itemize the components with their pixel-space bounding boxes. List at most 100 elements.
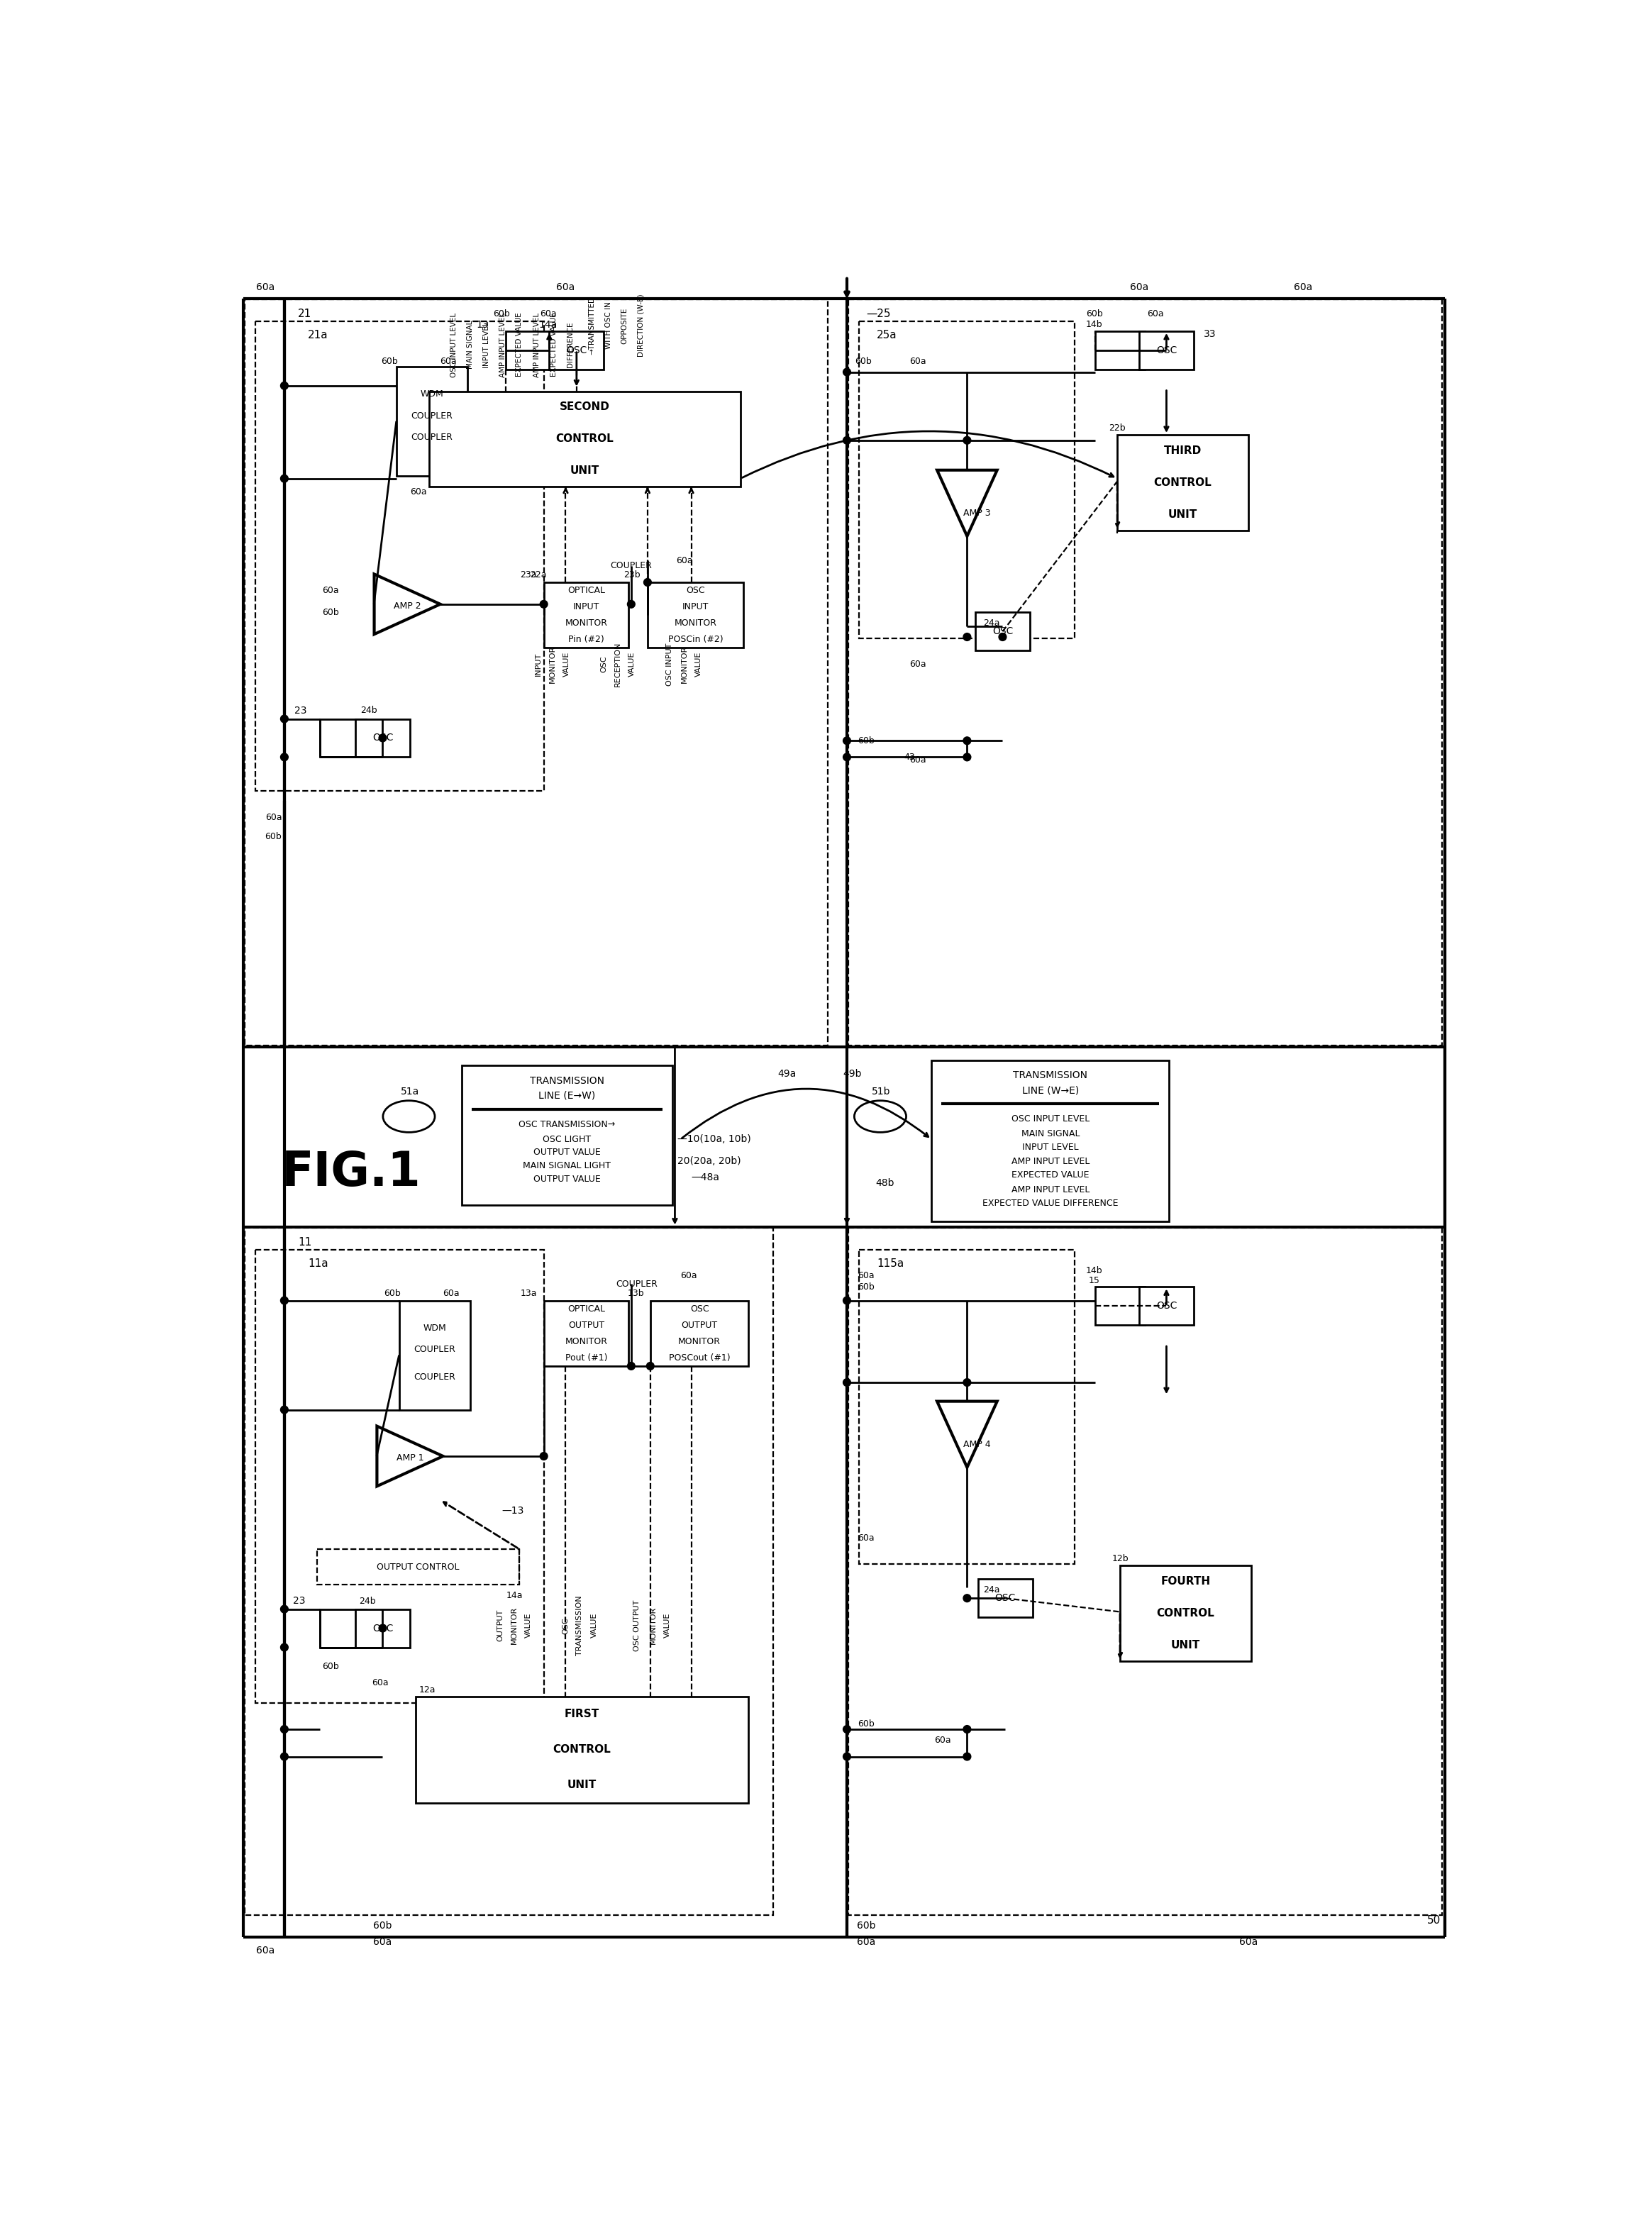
Text: 13b: 13b bbox=[628, 1288, 644, 1299]
Text: 11: 11 bbox=[297, 1237, 312, 1248]
Bar bbox=[548, 332, 605, 370]
Circle shape bbox=[281, 1297, 287, 1303]
Text: VALUE: VALUE bbox=[664, 1613, 671, 1638]
Text: VALUE: VALUE bbox=[629, 651, 636, 677]
Text: 60a: 60a bbox=[540, 310, 557, 319]
Text: —25: —25 bbox=[866, 308, 890, 319]
Bar bbox=[1120, 1565, 1251, 1662]
Text: WDM: WDM bbox=[423, 1323, 446, 1332]
Text: 60a: 60a bbox=[439, 356, 456, 365]
Text: 12a: 12a bbox=[420, 1686, 436, 1695]
Text: COUPLER: COUPLER bbox=[411, 434, 453, 443]
Circle shape bbox=[540, 600, 547, 609]
Text: 60a: 60a bbox=[373, 1936, 392, 1947]
Text: 14b: 14b bbox=[1085, 321, 1104, 330]
Bar bbox=[256, 321, 544, 790]
Text: OUTPUT VALUE: OUTPUT VALUE bbox=[534, 1175, 601, 1184]
Text: EXPECTED VALUE: EXPECTED VALUE bbox=[550, 312, 557, 376]
Text: TRANSMISSION: TRANSMISSION bbox=[530, 1076, 605, 1087]
Text: OSC: OSC bbox=[372, 1624, 393, 1633]
Text: 60a: 60a bbox=[857, 1936, 876, 1947]
Text: FOURTH: FOURTH bbox=[1161, 1576, 1211, 1587]
Text: CONTROL: CONTROL bbox=[555, 434, 615, 445]
Bar bbox=[320, 1609, 367, 1646]
Bar bbox=[415, 1697, 748, 1804]
Text: 23: 23 bbox=[292, 1596, 306, 1607]
Text: 43: 43 bbox=[904, 752, 915, 761]
Text: —13: —13 bbox=[502, 1505, 524, 1516]
Circle shape bbox=[843, 367, 851, 376]
Text: 60b: 60b bbox=[494, 310, 510, 319]
Text: Pin (#2): Pin (#2) bbox=[568, 635, 605, 644]
Text: MONITOR: MONITOR bbox=[649, 1607, 656, 1644]
Text: 14a: 14a bbox=[539, 319, 557, 330]
Circle shape bbox=[281, 1726, 287, 1733]
Bar bbox=[859, 1250, 1075, 1565]
Text: VALUE: VALUE bbox=[695, 651, 702, 677]
Text: 49a: 49a bbox=[778, 1069, 796, 1080]
Text: 60a: 60a bbox=[676, 555, 694, 564]
Bar bbox=[396, 367, 468, 476]
Text: AMP 2: AMP 2 bbox=[393, 602, 421, 611]
Bar bbox=[400, 1301, 471, 1410]
Text: VALUE: VALUE bbox=[525, 1613, 532, 1638]
Text: 25a: 25a bbox=[877, 330, 897, 341]
Text: OSC TRANSMISSION→: OSC TRANSMISSION→ bbox=[519, 1120, 615, 1129]
Bar bbox=[244, 299, 828, 1045]
Text: MONITOR: MONITOR bbox=[681, 646, 689, 684]
Circle shape bbox=[540, 1452, 547, 1461]
Text: MONITOR: MONITOR bbox=[679, 1337, 720, 1346]
Text: 13a: 13a bbox=[520, 1288, 537, 1299]
Bar bbox=[244, 1228, 773, 1914]
Text: 60b: 60b bbox=[322, 1662, 339, 1671]
Text: —10(10a, 10b): —10(10a, 10b) bbox=[677, 1135, 752, 1144]
Bar bbox=[1095, 332, 1145, 370]
Text: INPUT LEVEL: INPUT LEVEL bbox=[1023, 1142, 1079, 1153]
Text: UNIT: UNIT bbox=[570, 465, 600, 476]
Text: TRANSMISSION: TRANSMISSION bbox=[577, 1596, 583, 1655]
Circle shape bbox=[281, 1753, 287, 1759]
Text: MONITOR: MONITOR bbox=[548, 646, 557, 684]
Text: OPTICAL: OPTICAL bbox=[567, 586, 605, 595]
Circle shape bbox=[999, 633, 1006, 642]
Text: OSC: OSC bbox=[567, 345, 586, 354]
Bar bbox=[355, 1609, 410, 1646]
Text: 21: 21 bbox=[297, 308, 312, 319]
Bar bbox=[1140, 1288, 1194, 1326]
Bar bbox=[544, 1301, 628, 1365]
Text: COUPLER: COUPLER bbox=[413, 1346, 456, 1354]
Bar bbox=[506, 332, 552, 370]
Circle shape bbox=[963, 436, 971, 445]
Text: COUPLER: COUPLER bbox=[616, 1279, 657, 1288]
Text: AMP 1: AMP 1 bbox=[396, 1454, 423, 1463]
Bar bbox=[975, 613, 1029, 651]
Text: DIRECTION (W-E): DIRECTION (W-E) bbox=[638, 294, 644, 356]
Text: OSC: OSC bbox=[1156, 1301, 1176, 1310]
Text: →TRANSMITTED: →TRANSMITTED bbox=[588, 297, 595, 354]
Circle shape bbox=[281, 752, 287, 761]
Text: 60a: 60a bbox=[256, 283, 274, 292]
Text: THIRD: THIRD bbox=[1165, 445, 1201, 456]
Circle shape bbox=[843, 1297, 851, 1303]
Text: 13: 13 bbox=[476, 319, 489, 330]
Bar bbox=[544, 582, 628, 648]
Circle shape bbox=[963, 752, 971, 761]
Text: 60a: 60a bbox=[933, 1735, 952, 1744]
Text: EXPECTED VALUE: EXPECTED VALUE bbox=[515, 312, 522, 376]
Bar bbox=[355, 719, 410, 757]
Text: 23a: 23a bbox=[520, 571, 537, 580]
Circle shape bbox=[628, 600, 634, 609]
Text: 60a: 60a bbox=[910, 659, 927, 668]
Circle shape bbox=[281, 476, 287, 482]
Text: OUTPUT CONTROL: OUTPUT CONTROL bbox=[377, 1562, 459, 1571]
Text: MONITOR: MONITOR bbox=[674, 620, 717, 628]
Text: 60b: 60b bbox=[373, 1921, 392, 1930]
Text: OSC INPUT LEVEL: OSC INPUT LEVEL bbox=[1011, 1115, 1089, 1124]
Text: 24a: 24a bbox=[983, 620, 999, 628]
Text: 60b: 60b bbox=[264, 832, 282, 841]
Text: WITH OSC IN: WITH OSC IN bbox=[605, 301, 611, 350]
Text: OSC LIGHT: OSC LIGHT bbox=[544, 1135, 591, 1144]
Bar bbox=[859, 321, 1075, 637]
Circle shape bbox=[378, 1624, 387, 1631]
Text: 51b: 51b bbox=[872, 1087, 890, 1095]
